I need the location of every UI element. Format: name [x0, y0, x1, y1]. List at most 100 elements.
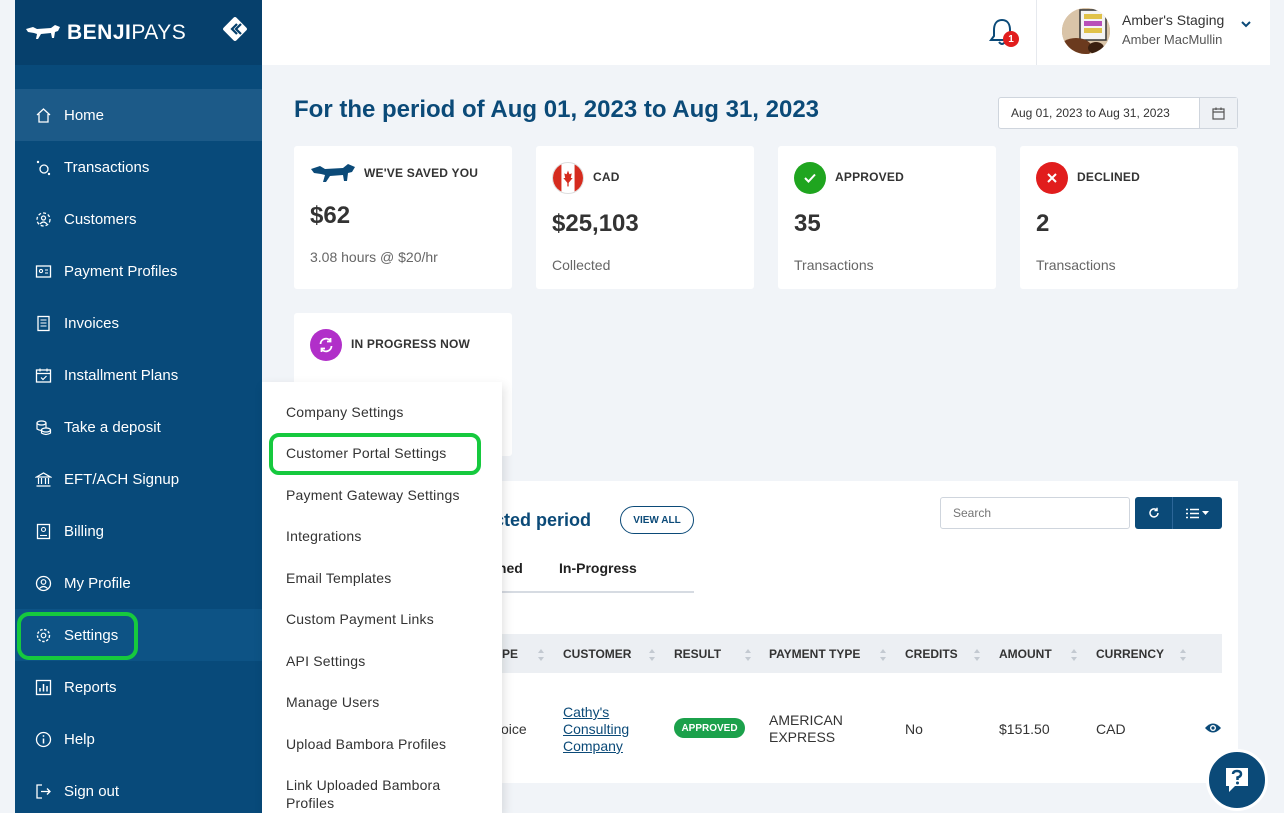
declined-card: DECLINED 2 Transactions: [1020, 146, 1238, 289]
customer-link[interactable]: Cathy's Consulting Company: [563, 704, 629, 755]
approved-value: 35: [794, 210, 821, 237]
sidebar-item-eft-ach-signup[interactable]: EFT/ACH Signup: [15, 453, 262, 505]
sort-icon[interactable]: [537, 648, 545, 662]
sidebar-item-label: Sign out: [64, 782, 120, 800]
menu-item-customer-portal-settings[interactable]: Customer Portal Settings: [286, 445, 447, 461]
organization-name[interactable]: Amber's Staging: [1122, 12, 1225, 28]
sidebar-nav: Home Transactions Customers Payment Prof…: [15, 89, 262, 813]
sidebar: BENJI PAYS Home Transactions Customers Pa…: [15, 0, 262, 813]
transactions-title: cted period: [494, 510, 592, 530]
benjipays-logo[interactable]: BENJI PAYS: [25, 21, 186, 45]
tab-in-progress[interactable]: In-Progress: [559, 560, 637, 576]
sidebar-item-customers[interactable]: Customers: [15, 193, 262, 245]
customers-icon: [35, 211, 52, 228]
settings-dropdown-menu: Company Settings Customer Portal Setting…: [262, 382, 502, 813]
declined-label: DECLINED: [1077, 170, 1140, 184]
cell-currency: CAD: [1096, 721, 1126, 737]
menu-item-email-templates[interactable]: Email Templates: [286, 570, 392, 586]
menu-item-upload-bambora-profiles[interactable]: Upload Bambora Profiles: [286, 736, 447, 752]
cell-amount: $151.50: [999, 721, 1050, 737]
sort-icon[interactable]: [879, 648, 887, 662]
search-input[interactable]: [940, 497, 1130, 529]
column-credits[interactable]: CREDITS: [905, 647, 958, 661]
column-amount[interactable]: AMOUNT: [999, 647, 1052, 661]
eye-icon[interactable]: [1204, 721, 1222, 735]
menu-item-integrations[interactable]: Integrations: [286, 528, 362, 544]
sidebar-item-home[interactable]: Home: [15, 89, 262, 141]
sort-icon[interactable]: [648, 648, 656, 662]
check-icon: [794, 162, 826, 194]
sort-icon[interactable]: [1070, 648, 1078, 662]
columns-dropdown-button[interactable]: [1173, 497, 1222, 529]
brand-name-light: PAYS: [131, 20, 187, 44]
sidebar-item-label: Invoices: [64, 314, 120, 332]
sync-icon: [310, 329, 342, 361]
customer-name-line[interactable]: Company: [563, 738, 623, 754]
user-icon: [35, 575, 52, 592]
menu-item-manage-users[interactable]: Manage Users: [286, 694, 380, 710]
sidebar-item-payment-profiles[interactable]: Payment Profiles: [15, 245, 262, 297]
refresh-icon: [1148, 507, 1159, 518]
calendar-icon: [35, 367, 52, 384]
notification-badge: 1: [1003, 31, 1019, 47]
approved-card: APPROVED 35 Transactions: [778, 146, 996, 289]
sort-icon[interactable]: [744, 648, 752, 662]
menu-item-custom-payment-links[interactable]: Custom Payment Links: [286, 611, 434, 627]
cad-card: CAD $25,103 Collected: [536, 146, 754, 289]
date-range-value[interactable]: Aug 01, 2023 to Aug 31, 2023: [1011, 106, 1170, 120]
home-icon: [35, 107, 52, 124]
cad-value: $25,103: [552, 210, 639, 237]
sidebar-item-installment-plans[interactable]: Installment Plans: [15, 349, 262, 401]
column-currency[interactable]: CURRENCY: [1096, 647, 1165, 661]
menu-item-label-line[interactable]: Link Uploaded Bambora: [286, 777, 441, 793]
sidebar-item-sign-out[interactable]: Sign out: [15, 765, 262, 813]
column-payment-type[interactable]: PAYMENT TYPE: [769, 647, 861, 661]
bank-icon: [35, 471, 52, 488]
sidebar-item-label: Take a deposit: [64, 418, 161, 436]
caret-down-icon: [1202, 510, 1209, 515]
sidebar-item-label: Home: [64, 106, 105, 124]
cell-payment-type: AMERICAN EXPRESS: [769, 712, 843, 746]
calendar-button[interactable]: [1199, 98, 1237, 128]
avatar[interactable]: [1062, 8, 1110, 54]
sidebar-item-help[interactable]: Help: [15, 713, 262, 765]
menu-item-link-uploaded-bambora-profiles[interactable]: Link Uploaded Bambora Profiles: [286, 776, 440, 812]
menu-item-payment-gateway-settings[interactable]: Payment Gateway Settings: [286, 487, 460, 503]
customer-name-line[interactable]: Consulting: [563, 721, 630, 737]
sign-out-icon: [35, 783, 52, 800]
menu-item-api-settings[interactable]: API Settings: [286, 653, 366, 669]
sidebar-item-invoices[interactable]: Invoices: [15, 297, 262, 349]
invoices-icon: [35, 315, 52, 332]
menu-item-company-settings[interactable]: Company Settings: [286, 404, 404, 420]
refresh-button[interactable]: [1135, 497, 1173, 529]
sidebar-item-label: My Profile: [64, 574, 131, 592]
sidebar-item-take-a-deposit[interactable]: Take a deposit: [15, 401, 262, 453]
view-all-button[interactable]: VIEW ALL: [620, 506, 694, 534]
date-range-picker[interactable]: Aug 01, 2023 to Aug 31, 2023: [998, 97, 1238, 129]
sidebar-item-label: EFT/ACH Signup: [64, 470, 180, 488]
user-name[interactable]: Amber MacMullin: [1122, 32, 1223, 47]
sidebar-item-transactions[interactable]: Transactions: [15, 141, 262, 193]
in-progress-label: IN PROGRESS NOW: [351, 337, 471, 351]
sidebar-item-settings[interactable]: Settings: [15, 609, 262, 661]
menu-item-label-line[interactable]: Profiles: [286, 795, 335, 811]
sidebar-item-label: Help: [64, 730, 95, 748]
chevron-down-icon[interactable]: [1240, 18, 1252, 30]
sidebar-item-label: Payment Profiles: [64, 262, 178, 280]
info-icon: [35, 731, 52, 748]
sort-icon[interactable]: [973, 648, 981, 662]
help-chat-button[interactable]: [1206, 749, 1268, 811]
sort-icon[interactable]: [1179, 648, 1187, 662]
sidebar-item-billing[interactable]: Billing: [15, 505, 262, 557]
sidebar-item-my-profile[interactable]: My Profile: [15, 557, 262, 609]
customer-name-line[interactable]: Cathy's: [563, 704, 610, 720]
saved-card: WE'VE SAVED YOU $62 3.08 hours @ $20/hr: [294, 146, 512, 289]
saved-sub: 3.08 hours @ $20/hr: [310, 249, 438, 265]
sidebar-item-reports[interactable]: Reports: [15, 661, 262, 713]
column-result[interactable]: RESULT: [674, 647, 722, 661]
sidebar-item-label: Settings: [64, 626, 119, 644]
help-chat-icon: [1226, 768, 1248, 792]
column-customer[interactable]: CUSTOMER: [563, 647, 632, 661]
collapse-sidebar-icon[interactable]: [222, 16, 248, 42]
header-divider: [1036, 0, 1037, 65]
